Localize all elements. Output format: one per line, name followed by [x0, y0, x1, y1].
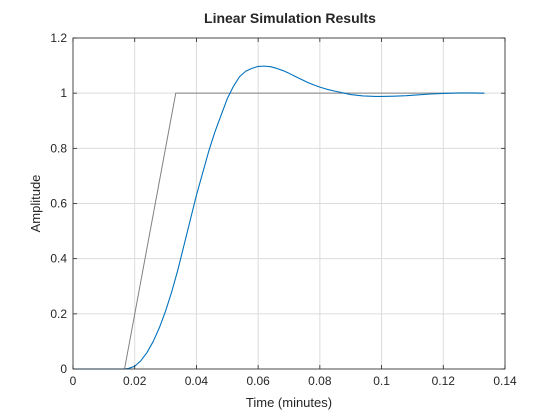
- y-tick-label: 0.4: [50, 252, 67, 266]
- x-axis-label: Time (minutes): [246, 395, 332, 410]
- y-tick-label: 1.2: [50, 31, 67, 45]
- y-tick-label: 0: [60, 362, 67, 376]
- y-tick-label: 0.6: [50, 197, 67, 211]
- axis-ticks: 0 0.02 0.04 0.06 0.08 0.1 0.12 0.14 0 0.2 0.4 0.6 0.…: [50, 31, 517, 388]
- x-tick-label: 0.14: [493, 374, 517, 388]
- x-tick-label: 0.04: [185, 374, 209, 388]
- y-tick-label: 0.2: [50, 307, 67, 321]
- y-axis-label: Amplitude: [28, 175, 43, 233]
- x-tick-label: 0.06: [246, 374, 270, 388]
- grid-lines: [72, 37, 506, 370]
- x-tick-label: 0.02: [123, 374, 147, 388]
- x-tick-label: 0.1: [373, 374, 390, 388]
- chart-title: Linear Simulation Results: [204, 10, 376, 26]
- x-tick-label: 0: [70, 374, 77, 388]
- x-tick-label: 0.12: [432, 374, 456, 388]
- y-tick-label: 1: [60, 86, 67, 100]
- y-tick-label: 0.8: [50, 141, 67, 155]
- x-tick-label: 0.08: [308, 374, 332, 388]
- response-line: [73, 65, 485, 370]
